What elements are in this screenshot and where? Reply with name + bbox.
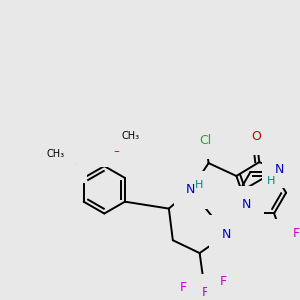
Text: H: H bbox=[267, 176, 275, 186]
Text: F: F bbox=[278, 235, 286, 248]
Text: F: F bbox=[292, 226, 300, 240]
Text: N: N bbox=[274, 163, 284, 176]
Text: CH₃: CH₃ bbox=[47, 149, 65, 159]
Text: CH₃: CH₃ bbox=[121, 131, 139, 141]
Text: F: F bbox=[202, 286, 209, 299]
Text: F: F bbox=[265, 232, 272, 244]
Text: Cl: Cl bbox=[200, 134, 212, 147]
Text: O: O bbox=[65, 158, 75, 171]
Text: F: F bbox=[220, 275, 227, 288]
Text: F: F bbox=[180, 281, 187, 294]
Text: H: H bbox=[194, 180, 203, 190]
Text: N: N bbox=[222, 228, 231, 241]
Text: O: O bbox=[251, 130, 261, 143]
Text: N: N bbox=[242, 198, 251, 211]
Text: O: O bbox=[111, 142, 121, 155]
Text: N: N bbox=[186, 183, 195, 196]
